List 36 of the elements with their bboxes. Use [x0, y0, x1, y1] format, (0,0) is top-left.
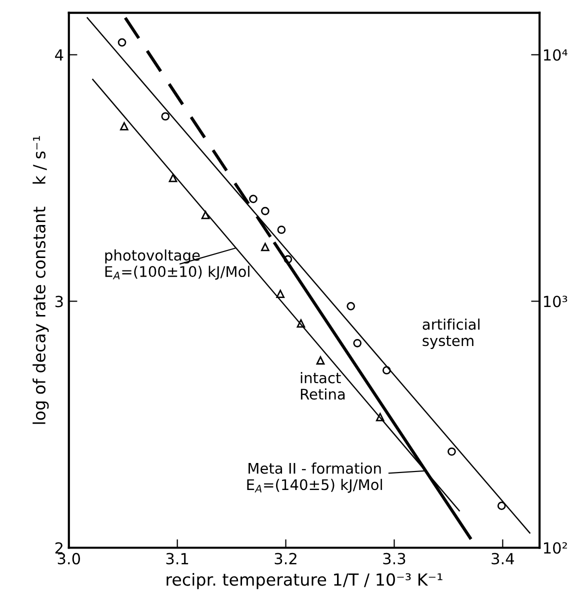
point — [161, 112, 170, 121]
annotation: Meta II - formation E$_{A}$=(140±5) kJ/Mol — [247, 462, 382, 493]
annotation: photovoltage E$_{A}$=(100±10) kJ/Mol — [105, 249, 250, 280]
point — [276, 290, 285, 298]
x-axis-title: recipr. temperature 1/T / 10⁻³ K⁻¹ — [166, 572, 442, 590]
y-tick-label: 3 — [55, 296, 63, 308]
point — [168, 174, 178, 182]
point — [353, 338, 362, 348]
point — [261, 242, 270, 252]
y2-tick-label: 10³ — [544, 296, 568, 308]
x-tick-label: 3.1 — [166, 552, 188, 564]
point — [376, 412, 384, 422]
annotation: artificial system — [422, 318, 480, 350]
y2-tick-label: 10² — [544, 542, 567, 554]
point — [261, 206, 270, 216]
y2-tick-label: 10⁴ — [544, 49, 568, 61]
point — [201, 210, 210, 220]
x-tick-label: 3.0 — [58, 552, 80, 564]
x-tick-label: 3.2 — [274, 552, 296, 564]
point — [277, 226, 286, 234]
y-tick-label: 2 — [55, 542, 62, 554]
point — [382, 366, 391, 374]
point — [448, 447, 456, 456]
y-tick-label: 4 — [55, 49, 64, 61]
point — [249, 194, 258, 204]
point — [118, 38, 126, 47]
x-tick-label: 3.3 — [383, 552, 406, 564]
point — [120, 122, 128, 130]
point — [296, 319, 306, 328]
point — [284, 255, 292, 264]
point — [346, 302, 356, 310]
y-axis-title: log of decay rate constant k / s⁻¹ — [32, 136, 49, 424]
point — [497, 502, 506, 510]
point — [316, 356, 325, 365]
annotation: intact Retina — [300, 372, 345, 400]
x-tick-label: 3.4 — [492, 552, 514, 564]
